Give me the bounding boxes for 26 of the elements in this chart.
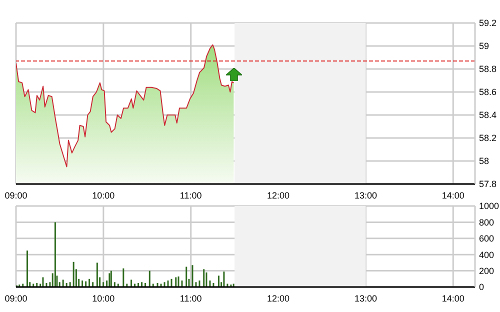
y-tick-label: 58.2 — [479, 133, 497, 144]
y-tick-label: 800 — [479, 217, 494, 228]
y-tick-label: 400 — [479, 250, 494, 260]
x-tick-label: 14:00 — [442, 190, 464, 200]
y-tick-label: 57.8 — [479, 179, 497, 190]
y-tick-label: 1000 — [479, 201, 500, 212]
x-tick-label: 09:00 — [4, 293, 28, 304]
y-tick-label: 600 — [479, 234, 494, 244]
y-tick-label: 58.8 — [479, 64, 497, 74]
y-tick-label: 0 — [479, 282, 484, 292]
y-tick-label: 200 — [479, 266, 494, 276]
x-tick-label: 10:00 — [92, 293, 115, 304]
x-tick-label: 11:00 — [180, 190, 202, 200]
x-tick-label: 09:00 — [4, 190, 28, 200]
x-tick-label: 14:00 — [442, 293, 464, 304]
x-tick-label: 10:00 — [92, 190, 115, 200]
y-tick-label: 58.6 — [479, 87, 497, 98]
y-tick-label: 59.2 — [479, 18, 497, 28]
y-tick-label: 59 — [479, 41, 490, 52]
x-tick-label: 13:00 — [354, 190, 377, 200]
x-tick-label: 12:00 — [267, 190, 290, 200]
y-tick-label: 58 — [479, 156, 490, 166]
x-tick-label: 13:00 — [354, 293, 377, 304]
y-tick-label: 58.4 — [479, 110, 497, 120]
x-tick-label: 12:00 — [267, 293, 290, 304]
x-tick-label: 11:00 — [180, 293, 202, 304]
